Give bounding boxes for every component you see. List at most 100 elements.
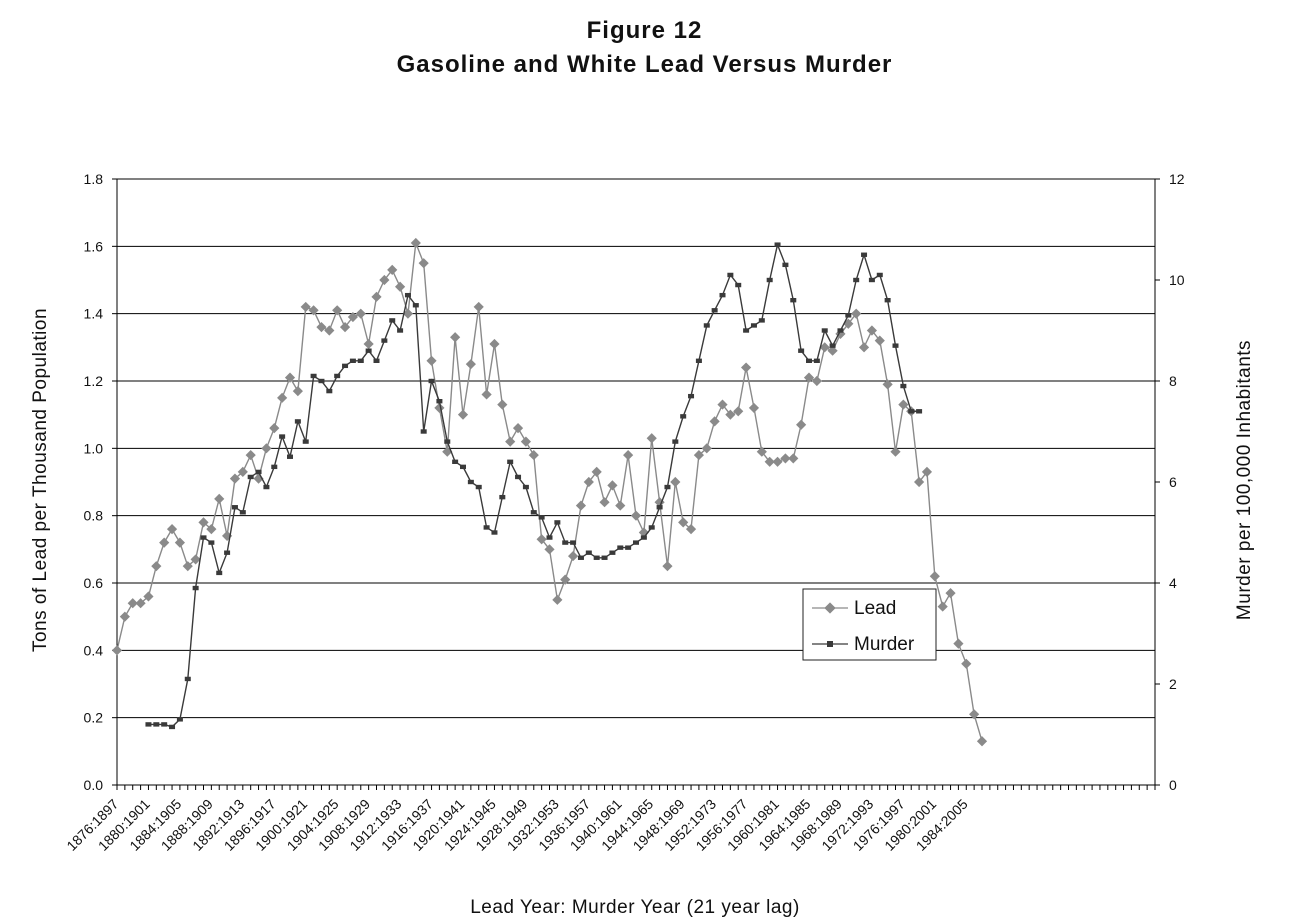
lead-point [308,305,319,316]
murder-point [695,358,702,363]
murder-point [522,484,529,490]
murder-point [774,242,781,247]
murder-point [813,358,820,363]
y2-tick-label: 10 [1169,272,1185,288]
murder-point [750,323,757,328]
murder-point [404,292,411,298]
murder-point [145,722,152,727]
murder-point [577,555,584,560]
y-axis-title: Tons of Lead per Thousand Population [30,308,51,652]
lead-point [174,537,186,548]
murder-point [554,520,561,525]
lead-point [623,449,634,461]
murder-point [892,343,899,348]
murder-point [617,545,624,550]
lead-point [575,500,587,511]
lead-point [214,493,225,504]
lead-point [733,406,744,417]
y-tick-label: 0.6 [84,575,104,591]
y-tick-label: 1.4 [84,306,104,322]
murder-point [711,308,718,313]
lead-point [355,308,366,319]
murder-point [908,409,915,414]
lead-point [803,372,815,383]
lead-point [332,305,343,316]
murder-point [648,525,655,530]
legend-label-lead: Lead [854,598,896,619]
right-axis-ticks: 0 2 4 6 8 10 12 [1169,171,1185,793]
lead-point [670,476,681,488]
lead-point [166,524,178,535]
murder-point [231,505,238,510]
lead-point [371,291,382,302]
murder-point [342,363,349,369]
lead-point [701,443,712,454]
murder-point [593,555,600,560]
lead-point [717,399,728,410]
lead-point [245,449,256,461]
lead-point [827,345,838,356]
lead-point [339,322,351,333]
murder-point [420,429,427,434]
y2-tick-label: 0 [1169,777,1177,793]
murder-point [735,282,742,288]
murder-point [656,505,663,510]
y2-tick-label: 4 [1169,575,1177,591]
lead-point [363,338,374,350]
murder-point [530,510,537,515]
murder-point [884,298,891,303]
y2-tick-label: 6 [1169,474,1177,490]
murder-point [176,717,183,722]
murder-point [672,439,679,444]
lead-point [646,433,657,444]
murder-point [389,318,396,323]
lead-point [159,537,170,548]
murder-point [845,313,852,318]
axes [112,178,1160,790]
lead-point [976,736,988,747]
murder-point [444,439,451,444]
lead-point [725,409,736,420]
murder-point [436,399,443,404]
y2-tick-label: 12 [1169,171,1185,187]
lead-point [599,497,610,508]
murder-point [208,540,215,545]
murder-point [318,378,325,384]
murder-point [326,388,333,394]
murder-point [161,722,168,727]
murder-point [562,540,569,545]
lead-point [520,436,532,447]
murder-point [758,318,765,323]
murder-point [412,303,419,308]
lead-point [229,473,241,484]
lead-point [630,510,642,521]
y2-tick-label: 8 [1169,373,1177,389]
murder-point [538,515,545,520]
lead-point [796,419,807,430]
chart-title: Figure 12 [586,17,703,44]
lead-point [662,561,673,572]
murder-point [381,338,388,343]
murder-point [247,474,254,480]
lead-point [135,598,146,609]
murder-point [224,550,231,555]
lead-point [937,601,948,612]
lead-point [300,301,311,313]
lead-point [858,342,870,353]
lead-point [536,534,547,545]
lead-point [465,359,476,370]
murder-point [239,510,246,515]
legend-marker-murder [827,641,833,647]
y-tick-label: 0.2 [84,710,104,726]
lead-point [772,456,783,467]
murder-point [609,550,616,555]
lead-point [756,446,767,457]
murder-point [184,676,191,682]
murder-point [688,393,695,399]
lead-point [450,332,461,343]
murder-point [790,298,797,303]
murder-point [467,479,474,485]
lead-point [528,449,539,461]
lead-point [552,594,563,605]
murder-point [916,409,923,414]
